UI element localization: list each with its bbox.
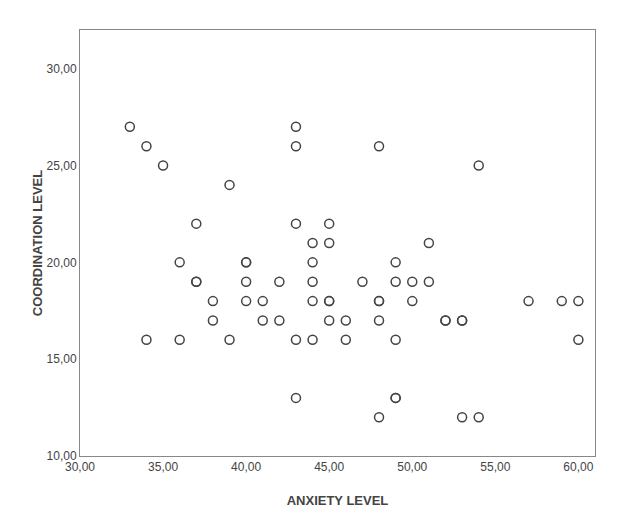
svg-text:45,00: 45,00 (314, 460, 344, 474)
svg-text:25,00: 25,00 (47, 159, 77, 173)
svg-text:COORDINATION LEVEL: COORDINATION LEVEL (30, 170, 45, 316)
svg-text:55,00: 55,00 (480, 460, 510, 474)
svg-text:10,00: 10,00 (47, 449, 77, 463)
svg-text:20,00: 20,00 (47, 256, 77, 270)
svg-text:60,00: 60,00 (563, 460, 593, 474)
svg-text:50,00: 50,00 (397, 460, 427, 474)
svg-text:15,00: 15,00 (47, 352, 77, 366)
svg-text:ANXIETY LEVEL: ANXIETY LEVEL (287, 493, 389, 508)
svg-text:40,00: 40,00 (231, 460, 261, 474)
svg-text:35,00: 35,00 (148, 460, 178, 474)
svg-text:30,00: 30,00 (47, 62, 77, 76)
svg-text:30,00: 30,00 (65, 460, 95, 474)
